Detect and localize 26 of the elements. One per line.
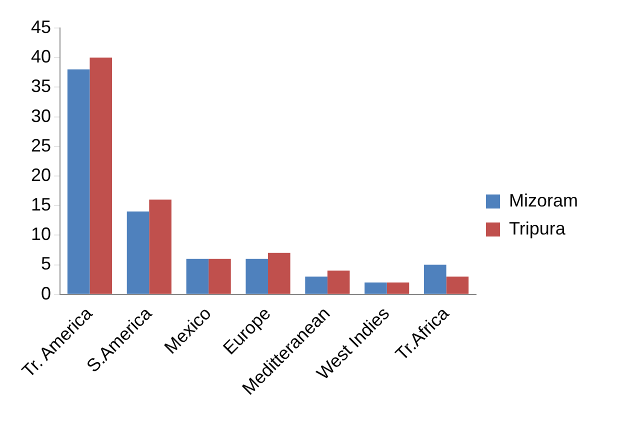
y-tick-label: 25	[30, 135, 52, 156]
bar	[386, 282, 410, 294]
bar	[364, 282, 387, 294]
bar	[446, 276, 469, 294]
y-tick-label: 5	[41, 254, 52, 274]
bar	[424, 264, 446, 294]
y-tick-label: 15	[30, 194, 52, 215]
bar	[90, 58, 112, 294]
legend-label: Tripura	[508, 218, 566, 238]
y-tick-label: 45	[30, 16, 52, 37]
y-tick-label: 40	[30, 46, 52, 67]
y-tick-label: 0	[41, 283, 52, 304]
y-tick-label: 20	[30, 164, 52, 185]
bar	[126, 211, 150, 294]
y-tick-label: 35	[30, 76, 52, 96]
bar	[208, 258, 231, 294]
bar	[305, 276, 328, 294]
y-tick-label: 10	[30, 224, 52, 244]
legend-label: Mizoram	[508, 190, 578, 210]
bar	[67, 69, 90, 294]
bar	[149, 200, 172, 294]
bar	[268, 252, 290, 294]
bar	[186, 258, 209, 294]
bar	[246, 258, 268, 294]
y-tick-label: 30	[30, 106, 52, 126]
bar	[327, 270, 350, 294]
